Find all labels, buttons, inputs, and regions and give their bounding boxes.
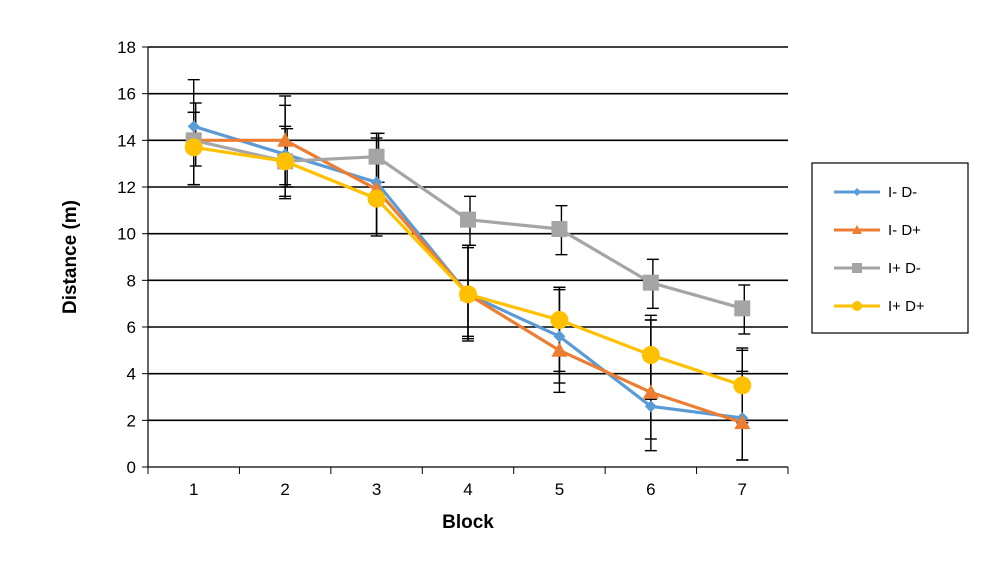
data-point <box>276 152 295 171</box>
y-tick-label: 16 <box>117 85 136 104</box>
data-point <box>644 400 657 413</box>
x-tick-label: 6 <box>646 480 655 499</box>
data-point <box>184 138 203 157</box>
data-point <box>733 376 752 395</box>
data-point <box>367 189 386 208</box>
axes <box>147 47 788 468</box>
data-point <box>460 211 476 228</box>
y-tick-label: 6 <box>127 318 136 337</box>
x-tick-label: 2 <box>280 480 289 499</box>
legend-label: I+ D- <box>888 260 921 277</box>
y-tick-label: 4 <box>127 365 136 384</box>
data-point <box>734 414 751 430</box>
data-point <box>553 330 566 343</box>
y-tick-label: 8 <box>127 271 136 290</box>
series-markers <box>184 120 752 430</box>
data-point <box>642 384 659 399</box>
x-tick-label: 7 <box>738 480 747 499</box>
y-tick-label: 10 <box>117 225 136 244</box>
data-point <box>187 120 200 133</box>
data-point <box>734 300 751 317</box>
y-axis-title: Distance (m) <box>60 200 81 314</box>
data-point <box>277 132 294 147</box>
data-point <box>550 311 569 329</box>
data-point <box>459 285 477 304</box>
x-tick-label: 4 <box>463 480 472 499</box>
data-point <box>642 274 659 291</box>
legend-marker <box>853 188 861 196</box>
x-axis-title: Block <box>442 512 494 533</box>
data-point <box>641 346 660 364</box>
y-tick-labels: 0 2 4 6 8 10 12 14 16 18 <box>117 38 148 477</box>
y-tick-label: 18 <box>117 38 136 57</box>
x-tick-label: 1 <box>189 480 198 499</box>
data-point <box>368 148 385 165</box>
legend-label: I- D+ <box>888 222 921 239</box>
legend-items: I- D- I- D+ I+ D- I+ D+ <box>834 184 925 315</box>
y-tick-label: 12 <box>117 178 136 197</box>
y-tick-label: 2 <box>127 411 136 430</box>
legend-marker <box>852 301 862 311</box>
legend-label: I+ D+ <box>888 298 925 315</box>
data-point <box>551 221 568 237</box>
x-tick-labels: 1 2 3 4 5 6 7 <box>147 467 789 499</box>
legend-marker <box>852 225 862 234</box>
error-bars <box>187 78 751 461</box>
gridlines <box>148 46 788 422</box>
data-point <box>551 342 568 357</box>
legend-label: I- D- <box>888 184 917 201</box>
x-tick-label: 5 <box>555 480 564 499</box>
y-tick-label: 0 <box>127 458 136 477</box>
legend: I- D- I- D+ I+ D- I+ D+ <box>811 162 969 334</box>
legend-marker <box>852 263 862 273</box>
y-tick-label: 14 <box>117 131 136 150</box>
x-tick-label: 3 <box>372 480 381 499</box>
